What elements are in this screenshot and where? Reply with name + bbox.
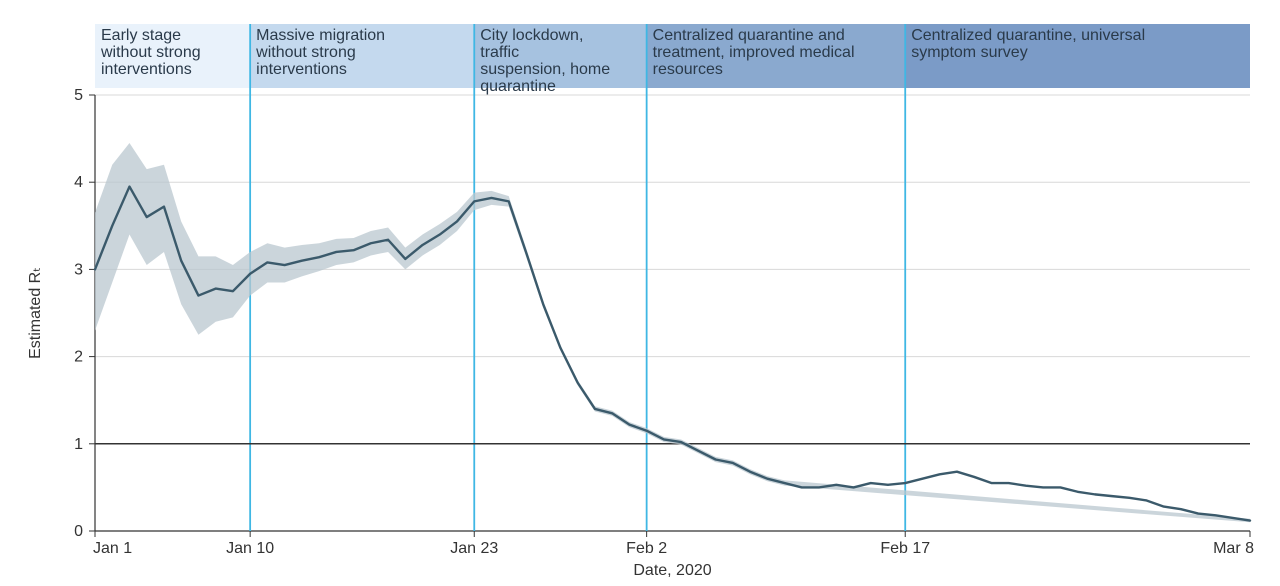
y-tick-label-1: 1 — [74, 436, 83, 453]
chart-svg: Early stagewithout stronginterventionsMa… — [0, 0, 1280, 586]
rt-chart: Early stagewithout stronginterventionsMa… — [0, 0, 1280, 586]
y-axis-label: Estimated Rₜ — [27, 267, 44, 359]
y-tick-label-0: 0 — [74, 523, 83, 540]
x-tick-label-4: Feb 17 — [880, 540, 930, 557]
y-tick-label-3: 3 — [74, 261, 83, 278]
x-tick-label-0: Jan 1 — [93, 540, 132, 557]
x-tick-label-5: Mar 8 — [1213, 540, 1254, 557]
x-tick-label-2: Jan 23 — [450, 540, 498, 557]
y-tick-label-4: 4 — [74, 174, 83, 191]
x-tick-label-1: Jan 10 — [226, 540, 274, 557]
x-axis-label: Date, 2020 — [633, 562, 711, 579]
y-tick-label-2: 2 — [74, 349, 83, 366]
y-tick-label-5: 5 — [74, 87, 83, 104]
x-tick-label-3: Feb 2 — [626, 540, 667, 557]
